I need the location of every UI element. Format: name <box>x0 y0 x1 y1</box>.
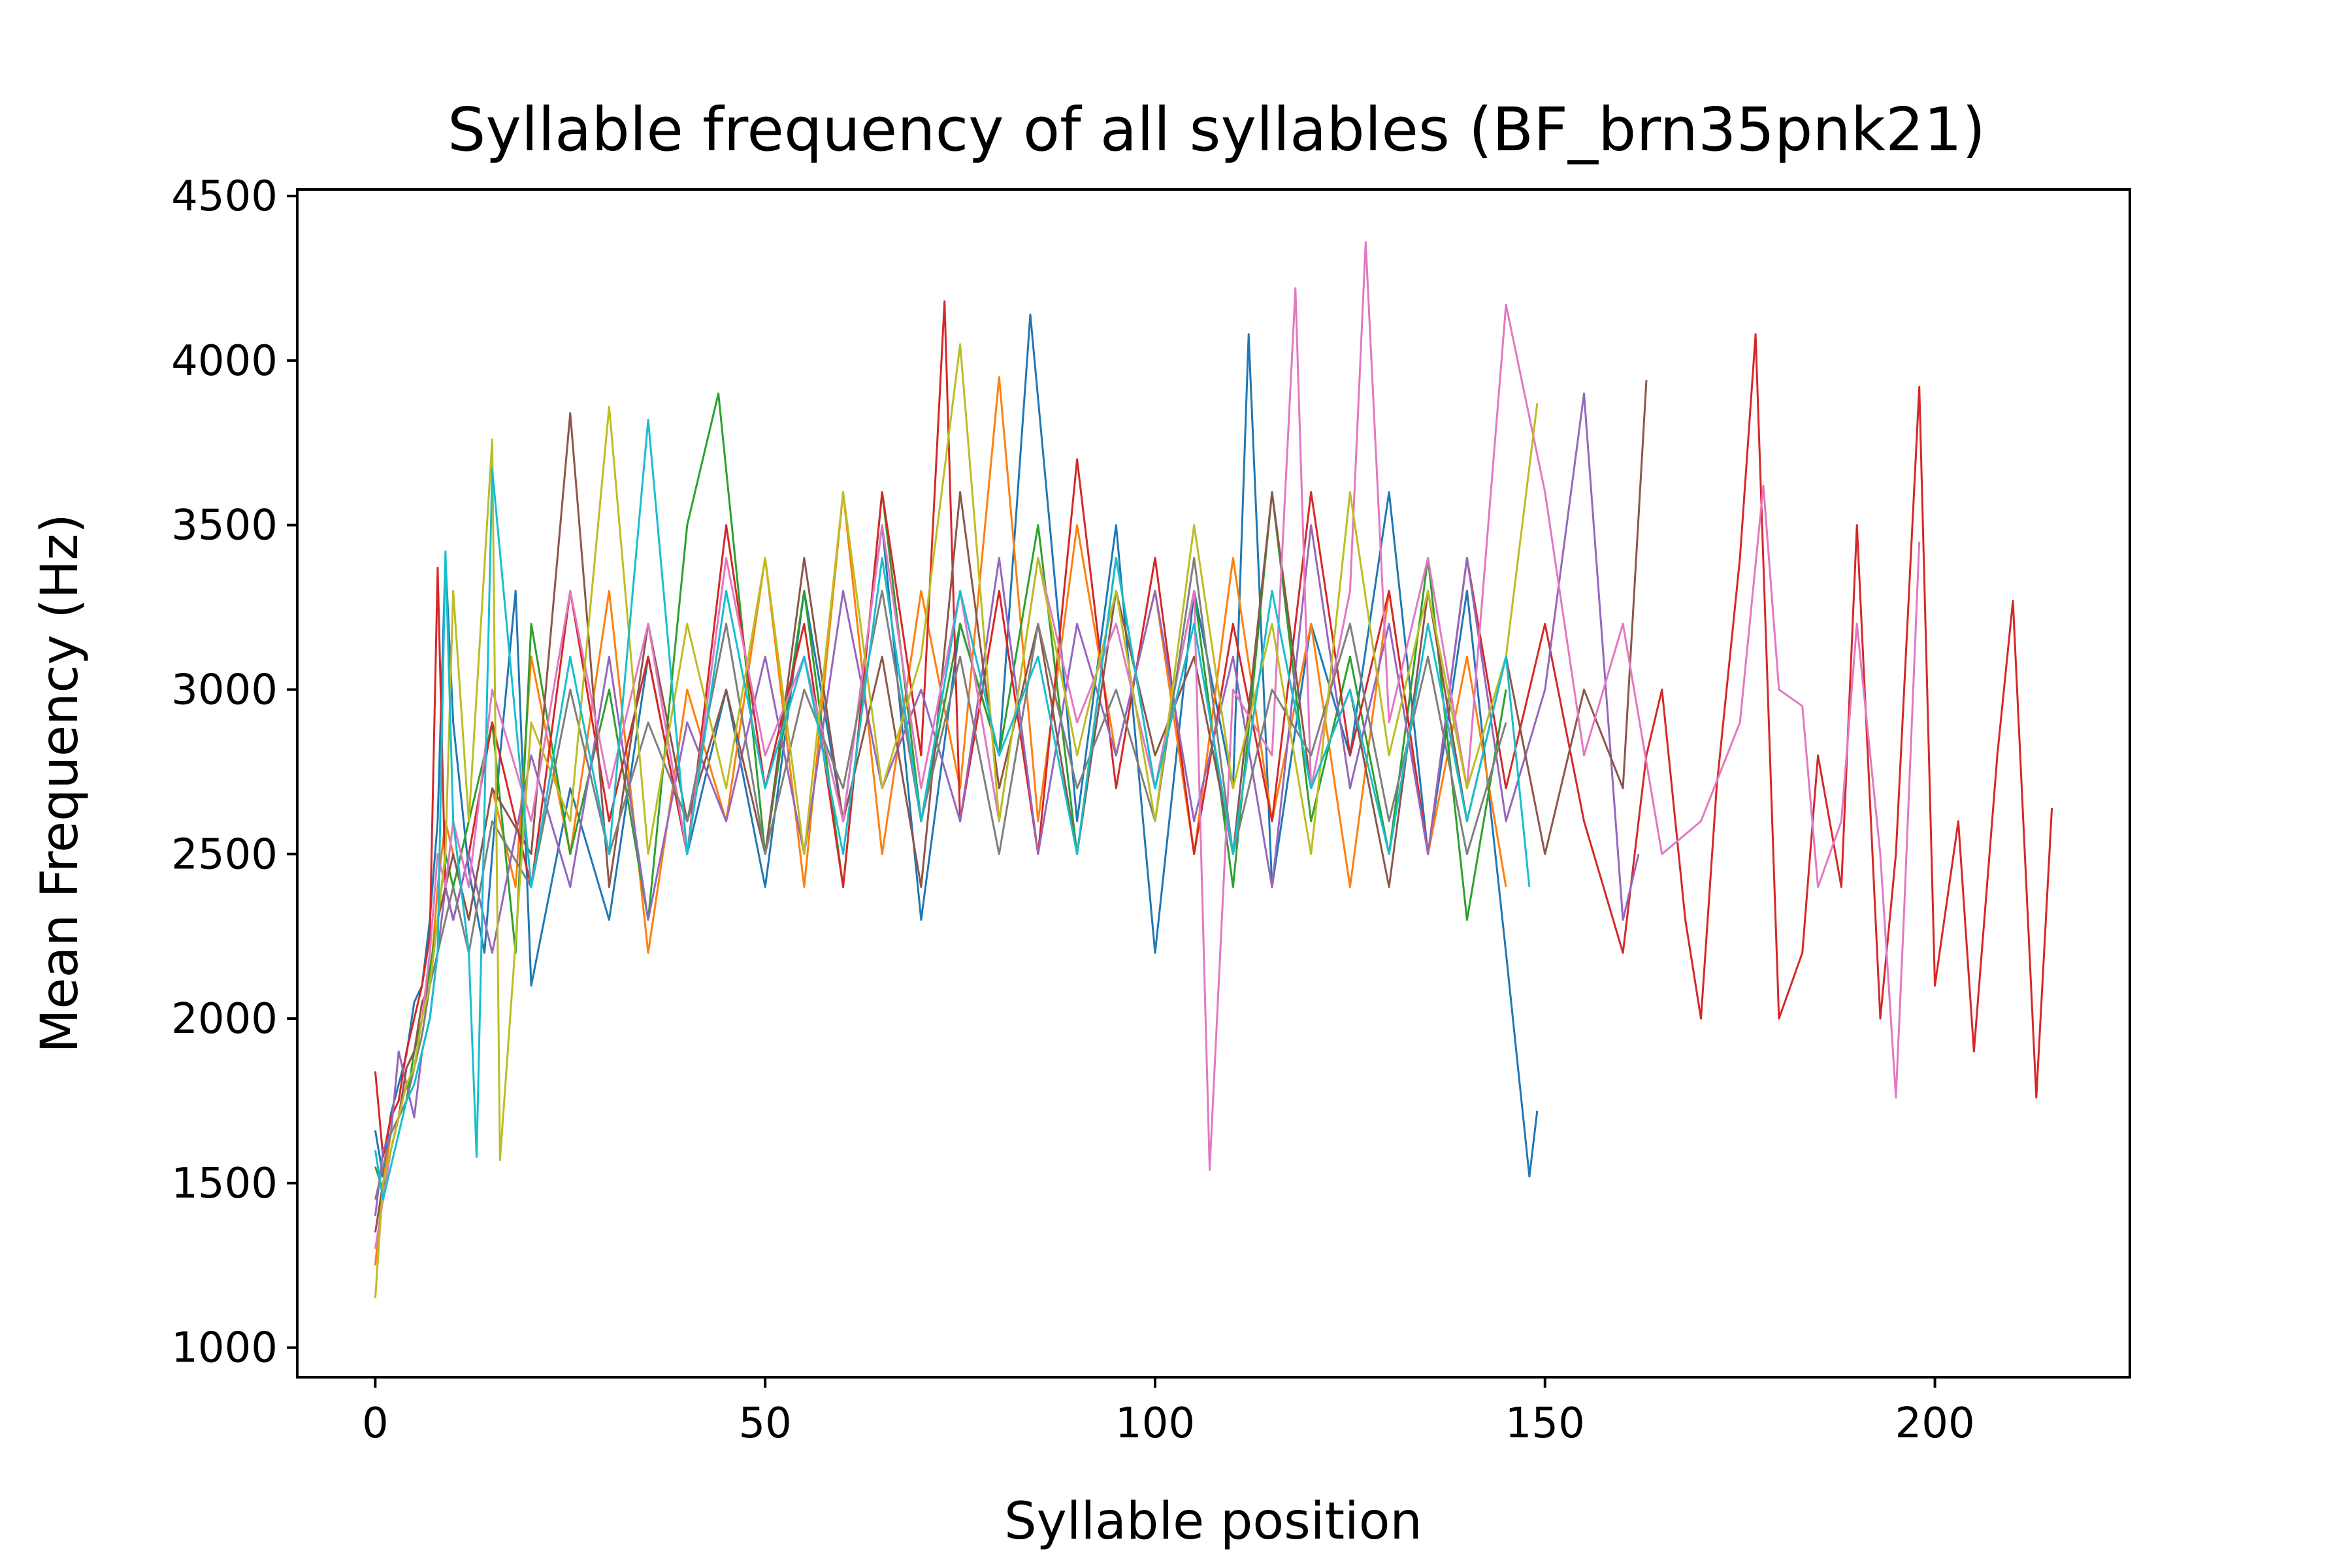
y-tick-label: 2000 <box>171 995 278 1043</box>
x-tick-label: 0 <box>362 1399 389 1448</box>
x-tick-label: 50 <box>738 1399 791 1448</box>
y-axis: 1000 1500 2000 2500 3000 3500 4000 4500 <box>171 172 297 1373</box>
y-tick-label: 4500 <box>171 172 278 221</box>
x-tick-label: 100 <box>1115 1399 1195 1448</box>
x-axis: 0 50 100 150 200 <box>362 1377 1975 1448</box>
y-tick-label: 3000 <box>171 666 278 714</box>
plot-frame <box>296 188 2131 1379</box>
y-tick-label: 1500 <box>171 1160 278 1208</box>
series-line-10 <box>374 419 1531 1201</box>
x-tick-label: 200 <box>1895 1399 1975 1448</box>
y-tick-label: 3500 <box>171 502 278 550</box>
series-line-4 <box>374 300 2053 1158</box>
chart-title: Syllable frequency of all syllables (BF_… <box>448 95 1985 165</box>
y-tick-label: 2500 <box>171 830 278 879</box>
plot-lines <box>374 241 2053 1299</box>
y-tick-label: 1000 <box>171 1324 278 1373</box>
series-line-8 <box>374 557 1507 1200</box>
y-tick-label: 4000 <box>171 337 278 385</box>
series-line-9 <box>374 343 1539 1299</box>
y-axis-label: Mean Frequency (Hz) <box>31 514 90 1053</box>
x-tick-label: 150 <box>1505 1399 1585 1448</box>
x-axis-label: Syllable position <box>1004 1492 1422 1551</box>
